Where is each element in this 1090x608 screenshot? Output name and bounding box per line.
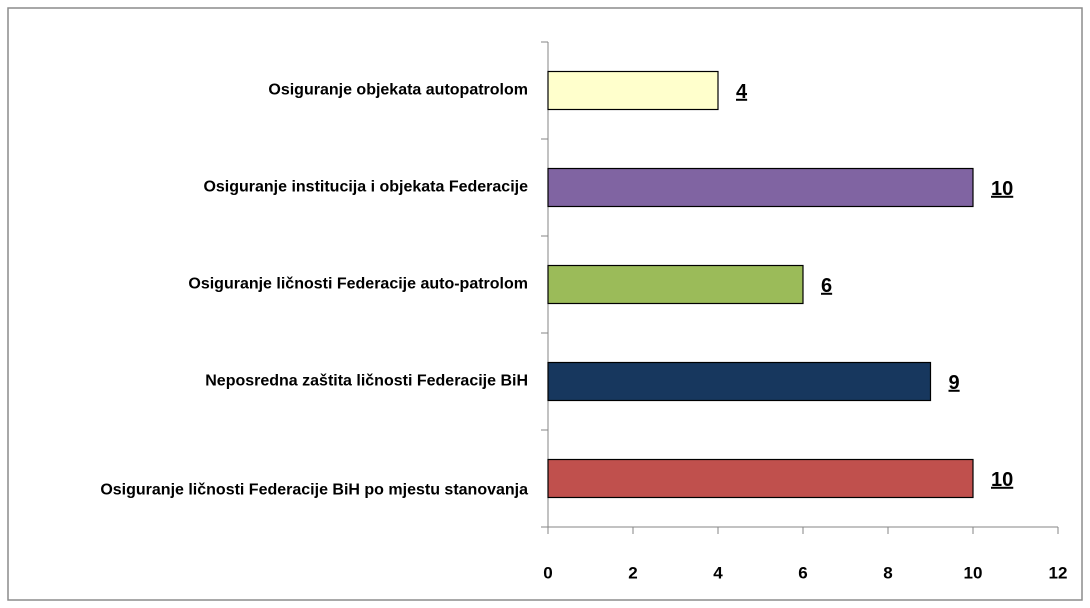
x-tick-label: 12 <box>1049 563 1068 582</box>
chart-border <box>7 7 1083 601</box>
x-tick-label: 0 <box>543 563 552 582</box>
value-label: 10 <box>991 178 1013 200</box>
value-label: 9 <box>949 372 960 394</box>
y-tick-label: Osiguranje institucija i objekata Federa… <box>203 179 528 196</box>
bar <box>547 458 974 499</box>
bar <box>547 264 804 305</box>
x-tick-label: 4 <box>713 563 723 582</box>
x-tick-label: 6 <box>798 563 807 582</box>
y-tick-label: Osiguranje ličnosti Federacije auto-patr… <box>188 276 528 293</box>
x-tick-label: 8 <box>883 563 892 582</box>
value-label: 10 <box>991 469 1013 491</box>
x-tick-label: 2 <box>628 563 637 582</box>
y-tick-label: Neposredna zaštita ličnosti Federacije B… <box>205 373 528 390</box>
x-tick-label: 10 <box>964 563 983 582</box>
value-label: 4 <box>736 81 748 103</box>
y-tick-label: Osiguranje ličnosti Federacije BiH po mj… <box>100 482 528 499</box>
bar <box>547 70 719 111</box>
bar <box>547 361 932 402</box>
bar <box>547 167 974 208</box>
y-tick-label: Osiguranje objekata autopatrolom <box>268 82 528 99</box>
value-label: 6 <box>821 275 832 297</box>
